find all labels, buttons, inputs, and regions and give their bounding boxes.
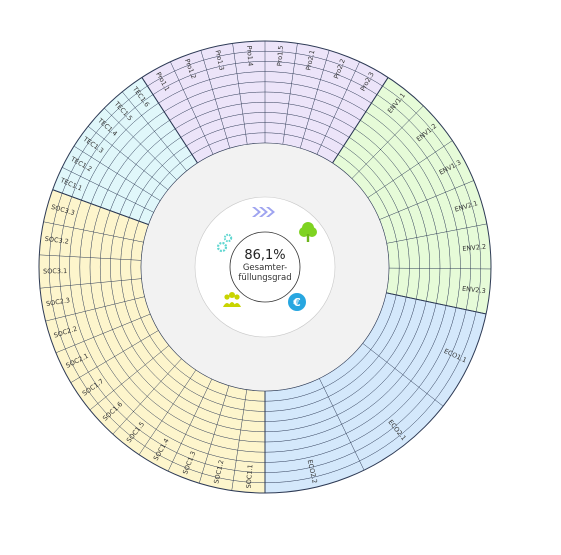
spoke-soc-7 <box>70 330 159 383</box>
gears-icon <box>216 233 233 253</box>
svg-text:€: € <box>292 296 301 309</box>
spoke-soc-11 <box>39 254 142 261</box>
segment-label: Pro1.4 <box>245 45 254 66</box>
spoke-pro-2 <box>200 50 231 149</box>
spoke-env-1 <box>351 105 424 179</box>
spoke-pro-3 <box>232 43 248 145</box>
spoke-soc-8 <box>55 313 151 354</box>
spoke-soc-9 <box>45 296 145 322</box>
spoke-pro-1 <box>170 61 214 155</box>
spoke-soc-12 <box>43 221 144 243</box>
segment-label: SOC3.2 <box>44 235 69 246</box>
spoke-env-0 <box>332 77 389 164</box>
spoke-soc-13 <box>52 189 149 226</box>
spoke-tec-3 <box>87 126 169 191</box>
fill-degree-label-line1: Gesamter- <box>243 263 287 273</box>
fill-degree-ring <box>229 231 301 303</box>
segment-label: SOC3.1 <box>43 267 67 275</box>
segment-label: SOC1.1 <box>245 464 255 489</box>
euro-icon: € <box>288 293 306 311</box>
spoke-pro-0 <box>141 77 198 164</box>
spoke-env-5 <box>388 267 491 270</box>
segment-label: Pro1.5 <box>275 45 284 66</box>
spoke-pro-6 <box>299 50 330 149</box>
spoke-eco-2 <box>319 378 365 471</box>
fill-degree-value: 86,1% <box>244 248 285 263</box>
spoke-eco-1 <box>362 343 444 407</box>
segment-label: ENV2.3 <box>462 285 486 296</box>
spoke-soc-6 <box>89 345 170 411</box>
spoke-soc-1 <box>231 389 248 491</box>
spoke-env-2 <box>367 140 453 198</box>
people-icon <box>223 292 241 307</box>
fill-degree-label-line2: füllungsgrad <box>238 273 291 283</box>
spoke-lines <box>39 41 491 493</box>
segment-label: SOC2.3 <box>45 296 70 308</box>
spoke-soc-3 <box>167 378 213 472</box>
spoke-env-4 <box>386 223 487 244</box>
spoke-soc-4 <box>138 369 197 455</box>
spoke-env-3 <box>379 180 474 220</box>
spoke-soc-5 <box>112 358 182 435</box>
tree-icon <box>299 222 317 242</box>
spoke-soc-10 <box>39 278 142 289</box>
segment-label: ENV2.2 <box>462 243 486 253</box>
spoke-tec-5 <box>122 91 187 172</box>
spoke-soc-2 <box>198 385 230 484</box>
spoke-eco-0 <box>386 292 487 315</box>
spoke-pro-7 <box>316 61 360 155</box>
process-arrows-icon <box>252 207 275 217</box>
spoke-tec-4 <box>104 107 177 181</box>
spoke-pro-5 <box>282 43 298 145</box>
spoke-tec-1 <box>62 167 154 213</box>
spoke-tec-2 <box>73 145 161 201</box>
